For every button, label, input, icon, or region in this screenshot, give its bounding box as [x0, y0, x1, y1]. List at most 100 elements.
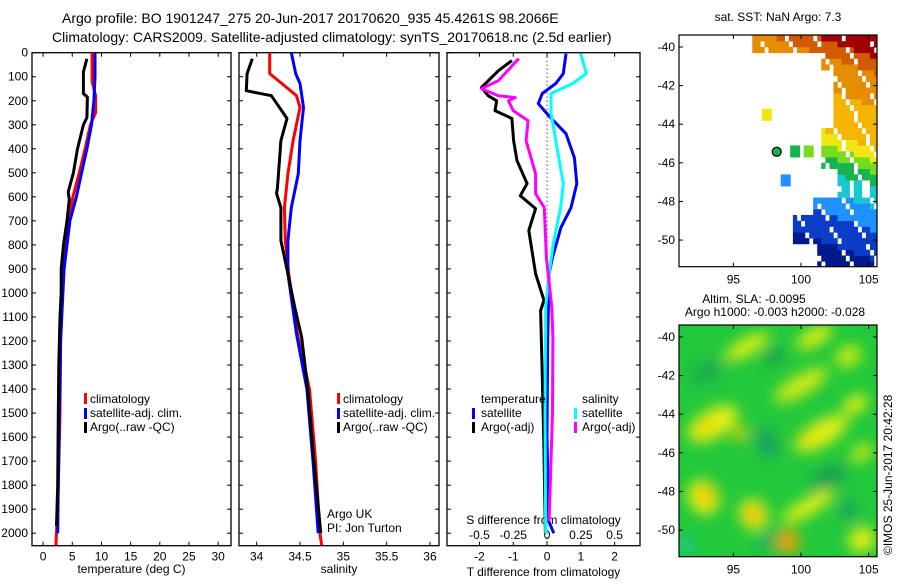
sst-cell	[874, 41, 877, 48]
sst-cell	[829, 261, 834, 267]
sst-cell	[825, 52, 830, 59]
sst-cell	[845, 226, 850, 233]
sst-cell	[857, 232, 863, 239]
sst-cell	[874, 133, 877, 140]
sst-cell	[845, 110, 850, 117]
sst-cell	[837, 261, 842, 267]
sst-cell	[878, 99, 882, 105]
sst-cell	[845, 128, 850, 135]
sla-blob	[839, 501, 857, 521]
sst-cell	[857, 116, 863, 123]
sst-cell	[869, 110, 875, 117]
y-tick-label: -40	[658, 330, 676, 344]
sst-cell	[752, 41, 757, 48]
sst-cell	[878, 47, 882, 53]
sst-cell	[861, 99, 867, 106]
sst-cell	[869, 35, 875, 42]
sst-cell	[825, 261, 830, 267]
sst-cell	[857, 238, 863, 245]
sst-cell	[869, 87, 875, 94]
map-frame	[678, 324, 878, 558]
sst-cell	[796, 41, 802, 48]
sst-cell	[861, 104, 867, 111]
x-tick-label: 2	[611, 550, 618, 564]
y-tick-label: -48	[658, 194, 676, 208]
sst-cell	[865, 203, 871, 210]
sst-cell	[817, 249, 822, 256]
sst-cell	[772, 35, 777, 42]
sst-cell	[833, 220, 838, 227]
sst-cell	[792, 220, 798, 227]
sst-cell	[833, 35, 838, 42]
legend-label: satellite	[481, 406, 522, 420]
sst-cell	[837, 157, 842, 164]
sst-cell	[878, 128, 882, 134]
sst-cell	[833, 116, 838, 123]
sst-cell	[837, 226, 842, 233]
sst-cell	[861, 110, 867, 117]
sst-cell	[792, 35, 798, 42]
sst-cell	[764, 35, 769, 42]
x-axis-label: T difference from climatology	[467, 565, 621, 579]
sst-cell	[841, 133, 846, 140]
y-tick-label: 500	[8, 166, 28, 180]
pi-label: PI: Jon Turton	[327, 521, 402, 535]
sst-cell	[853, 139, 859, 146]
sst-cell	[833, 151, 838, 158]
sst-cell	[865, 249, 871, 256]
x-tick-label: 35	[337, 550, 351, 564]
sst-cell	[861, 41, 867, 48]
sst-cell	[845, 209, 850, 216]
sst-cell	[833, 214, 838, 222]
sst-cell	[817, 209, 822, 216]
sst-cell	[825, 35, 830, 42]
sst-cell	[825, 157, 830, 164]
salinity-panel: 34 34.5 35 35.5 36 salinity	[238, 52, 440, 576]
sst-cell	[821, 238, 826, 245]
sst-cell	[865, 93, 871, 100]
sst-field	[752, 35, 882, 267]
sst-cell	[833, 87, 838, 94]
sst-patch	[761, 108, 772, 121]
legend-swatch-climatology	[84, 393, 87, 404]
sst-cell	[849, 70, 854, 77]
sst-cell	[841, 58, 846, 65]
x-tick-label: 34.5	[288, 550, 312, 564]
sst-cell	[865, 52, 871, 59]
sst-cell	[878, 70, 882, 76]
legend-label: Argo(..raw -QC)	[343, 420, 428, 434]
sst-cell	[857, 255, 863, 262]
x2-axis-label: S difference from climatology	[466, 513, 621, 527]
sst-cell	[833, 157, 838, 164]
sst-map-title: sat. SST: NaN Argo: 7.3	[715, 10, 842, 24]
sst-cell	[874, 249, 877, 256]
sst-cell	[874, 243, 877, 251]
sst-cell	[857, 41, 863, 48]
sst-cell	[869, 104, 875, 111]
sst-cell	[833, 249, 838, 256]
sst-cell	[857, 185, 863, 193]
sst-cell	[853, 238, 859, 245]
sst-cell	[809, 226, 814, 233]
y-tick-label: 200	[8, 94, 28, 108]
sst-cell	[869, 64, 875, 71]
sst-cell	[817, 243, 822, 251]
series-line-climatology	[268, 52, 324, 546]
sla-blob	[842, 394, 868, 415]
sst-cell	[829, 133, 834, 140]
sst-cell	[833, 209, 838, 216]
sst-cell	[865, 157, 871, 164]
sst-cell	[849, 203, 854, 210]
y-tick-label: 2000	[1, 526, 28, 540]
sst-cell	[792, 238, 798, 245]
sst-cell	[845, 122, 850, 129]
sst-cell	[805, 220, 810, 227]
sst-cell	[857, 35, 863, 42]
sst-cell	[833, 243, 838, 251]
sst-cell	[800, 35, 806, 42]
sst-cell	[849, 162, 854, 169]
sla-blob	[800, 430, 816, 444]
sst-cell	[829, 243, 834, 251]
sst-cell	[837, 122, 842, 129]
sst-cell	[853, 255, 859, 262]
